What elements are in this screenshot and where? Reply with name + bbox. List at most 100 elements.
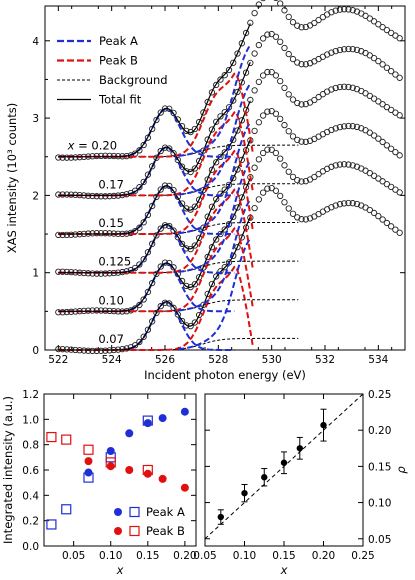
xas-data-point — [345, 161, 352, 168]
xas-data-point — [379, 138, 386, 146]
br-xtick-label: 0.15 — [272, 550, 295, 562]
xas-data-point — [273, 0, 279, 1]
br-ytick-label: 0.25 — [368, 389, 391, 401]
xas-data-point — [149, 240, 156, 247]
xas-data-point — [153, 232, 160, 239]
open-square-marker — [46, 519, 57, 530]
top-xtick-label: 528 — [208, 354, 228, 366]
xas-data-point — [370, 172, 378, 179]
xas-data-point — [272, 149, 280, 157]
xas-data-point — [370, 54, 378, 62]
xas-data-point — [332, 7, 339, 14]
xas-data-point — [238, 194, 245, 201]
xas-data-point — [153, 270, 160, 278]
xas-data-point — [315, 16, 322, 24]
xas-data-point — [328, 126, 335, 134]
filled-marker — [84, 457, 93, 466]
xas-data-point — [208, 203, 216, 210]
xas-data-point — [277, 0, 284, 7]
xas-data-point — [208, 244, 216, 251]
xas-data-point — [255, 1, 263, 8]
br-xlabel: x — [280, 563, 288, 577]
xas-data-point — [157, 263, 164, 270]
rho-data-point — [261, 474, 268, 481]
xas-data-point — [341, 123, 348, 130]
xas-data-point — [302, 100, 309, 108]
total-fit-curve — [58, 100, 251, 235]
xas-data-point — [153, 193, 160, 201]
xas-data-point — [341, 200, 348, 207]
xas-data-point — [315, 93, 322, 101]
xas-data-point — [161, 299, 169, 306]
spectrum-label: 0.10 — [98, 293, 124, 307]
xas-data-point — [345, 6, 352, 13]
xas-data-point — [277, 38, 284, 45]
xas-data-point — [191, 281, 199, 288]
xas-data-point — [238, 234, 245, 241]
xas-data-point — [302, 61, 309, 68]
xas-data-point — [349, 46, 356, 53]
xas-data-point — [153, 116, 160, 124]
filled-marker — [180, 483, 189, 492]
xas-data-point — [387, 68, 395, 75]
xas-data-point — [302, 216, 309, 223]
filled-marker — [158, 474, 167, 483]
spectrum-label: 0.125 — [98, 255, 131, 269]
edge-curve — [178, 44, 252, 157]
open-square-marker — [83, 444, 94, 455]
xas-data-point — [238, 156, 245, 164]
xas-data-point — [366, 92, 373, 100]
xas-data-point — [166, 300, 173, 307]
bl-ytick-label: 0.8 — [22, 440, 39, 452]
rho-data-point — [296, 445, 303, 452]
xas-data-point — [221, 186, 228, 193]
legend-label: Peak A — [99, 34, 138, 48]
top-ytick-label: 1 — [32, 268, 39, 280]
xas-data-point — [379, 101, 386, 108]
xas-data-point — [298, 24, 305, 31]
xas-data-point — [264, 108, 271, 115]
xas-data-point — [204, 290, 211, 298]
xas-data-point — [353, 123, 361, 131]
xas-data-point — [268, 68, 275, 76]
xas-data-point — [221, 264, 228, 271]
xas-data-point — [281, 84, 288, 92]
xas-data-point — [353, 46, 361, 54]
br-xtick-label: 0.25 — [351, 550, 374, 562]
xas-data-point — [131, 187, 139, 194]
xas-data-point — [272, 33, 280, 40]
rho-data-point — [217, 513, 224, 521]
filled-marker — [125, 429, 134, 438]
xas-data-point — [392, 186, 399, 193]
xas-data-point — [366, 15, 373, 22]
xas-data-point — [251, 50, 258, 57]
xas-data-point — [247, 96, 254, 104]
xas-data-point — [370, 209, 378, 217]
xas-data-point — [285, 91, 292, 98]
xas-data-point — [153, 309, 160, 317]
xas-data-point — [328, 163, 335, 170]
filled-marker — [106, 462, 115, 471]
xas-data-point — [294, 59, 301, 66]
xas-data-point — [157, 225, 164, 232]
xas-data-point — [396, 74, 403, 81]
xas-data-point — [136, 224, 143, 231]
xas-data-point — [140, 178, 147, 186]
filled-marker — [143, 469, 152, 478]
bl-legend-open — [129, 525, 140, 537]
spectrum-label: 0.17 — [98, 177, 124, 191]
bl-xtick-label: 0.20 — [173, 550, 196, 562]
top-xtick-label: 534 — [368, 354, 388, 366]
filled-marker — [143, 419, 152, 428]
bl-legend-label: Peak A — [146, 505, 185, 519]
legend-label: Total fit — [98, 93, 142, 107]
xas-data-point — [383, 219, 391, 227]
bl-xlabel: x — [116, 563, 124, 577]
xas-data-point — [289, 210, 297, 217]
xas-data-point — [345, 199, 352, 207]
br-ytick-label: 0.15 — [368, 461, 391, 473]
xas-data-point — [187, 168, 194, 176]
xas-data-point — [345, 122, 352, 130]
xas-data-point — [195, 196, 203, 203]
xas-data-point — [136, 338, 143, 346]
